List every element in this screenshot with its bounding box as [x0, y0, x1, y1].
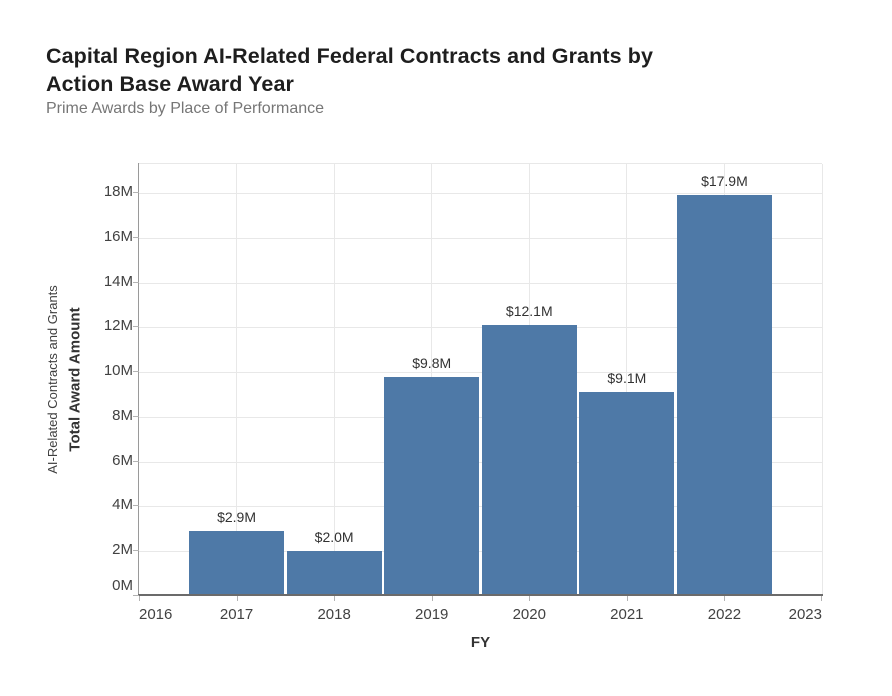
x-tick-mark-2019: [431, 596, 433, 601]
y-tick-label-4M: 4M: [112, 496, 133, 514]
y-tick-mark-12M: [133, 326, 139, 328]
x-tick-mark-2020: [529, 596, 531, 601]
bar-2017[interactable]: [189, 531, 285, 596]
bar-value-label-2019: $9.8M: [412, 354, 452, 371]
y-tick-label-12M: 12M: [103, 317, 133, 335]
gridline-horizontal-18M: [139, 193, 822, 195]
y-tick-mark-8M: [133, 415, 139, 417]
x-tick-mark-2016: [139, 596, 140, 601]
x-tick-mark-2017: [236, 596, 238, 601]
y-tick-label-6M: 6M: [112, 451, 133, 469]
x-tick-mark-2023: [821, 596, 822, 601]
bar-2019[interactable]: [384, 376, 480, 596]
x-tick-label-2020: 2020: [512, 606, 546, 623]
bar-value-label-2017: $2.9M: [217, 509, 257, 526]
x-tick-label-2021: 2021: [610, 606, 644, 623]
y-tick-mark-10M: [133, 371, 139, 373]
gridline-horizontal-16M: [139, 237, 822, 239]
gridline-vertical-2018: [333, 164, 335, 596]
gridline-horizontal-4M: [139, 506, 822, 508]
bar-2020[interactable]: [481, 325, 577, 596]
x-axis-tick-labels: 2016 2017 2018 2019 2020 2021 2022 2023: [139, 596, 822, 626]
bar-value-label-2020: $12.1M: [505, 303, 553, 320]
y-tick-label-16M: 16M: [103, 227, 133, 245]
x-tick-label-2023: 2023: [788, 606, 822, 623]
x-tick-mark-2022: [724, 596, 726, 601]
y-tick-mark-18M: [133, 192, 139, 194]
x-tick-label-2016: 2016: [139, 606, 173, 623]
x-tick-label-2018: 2018: [317, 606, 351, 623]
y-axis-tick-marks: [133, 163, 139, 596]
gridline-horizontal-8M: [139, 416, 822, 418]
y-tick-mark-6M: [133, 460, 139, 462]
x-axis-line: [138, 594, 823, 596]
bar-value-label-2022: $17.9M: [701, 173, 748, 190]
y-tick-mark-4M: [133, 505, 139, 507]
y-tick-mark-2M: [133, 550, 139, 552]
gridline-vertical-2017: [236, 164, 238, 596]
bar-2018[interactable]: [286, 551, 382, 596]
bar-value-label-2018: $2.0M: [314, 529, 354, 546]
y-tick-label-14M: 14M: [103, 272, 133, 290]
y-axis-line: [138, 163, 139, 595]
x-tick-label-2022: 2022: [707, 606, 742, 623]
gridline-horizontal-2M: [139, 551, 822, 553]
chart-title: Capital Region AI-Related Federal Contra…: [46, 44, 654, 96]
gridline-horizontal-10M: [139, 372, 822, 374]
y-tick-mark-16M: [133, 236, 139, 238]
gridline-horizontal-12M: [139, 327, 822, 329]
x-tick-mark-2021: [626, 596, 628, 601]
y-tick-mark-0M: [133, 595, 139, 596]
y-tick-label-0M: 0M: [112, 577, 133, 594]
gridline-horizontal-6M: [139, 461, 822, 463]
x-axis-title: FY: [470, 634, 491, 651]
gridline-vertical-2021: [626, 164, 628, 596]
y-tick-label-8M: 8M: [112, 406, 133, 424]
y-tick-label-10M: 10M: [103, 362, 133, 380]
gridline-horizontal-14M: [139, 282, 822, 284]
bar-value-label-2021: $9.1M: [607, 370, 647, 387]
chart-subtitle: Prime Awards by Place of Performance: [46, 100, 325, 117]
bar-2022[interactable]: [676, 195, 772, 596]
y-tick-mark-14M: [133, 281, 139, 283]
gridline-vertical-2023: [821, 164, 823, 596]
bar-2021[interactable]: [579, 392, 675, 596]
x-tick-label-2017: 2017: [219, 606, 254, 623]
y-tick-label-18M: 18M: [103, 183, 133, 201]
plot-area: $2.9M $2.0M $9.8M $12.1M $9.1M $17.9M: [139, 163, 823, 596]
x-tick-mark-2018: [334, 596, 336, 601]
y-axis-tick-labels: 0M 2M 4M 6M 8M 10M 12M 14M 16M 18M: [0, 163, 133, 595]
y-tick-label-2M: 2M: [112, 541, 133, 559]
x-tick-label-2019: 2019: [415, 606, 449, 623]
